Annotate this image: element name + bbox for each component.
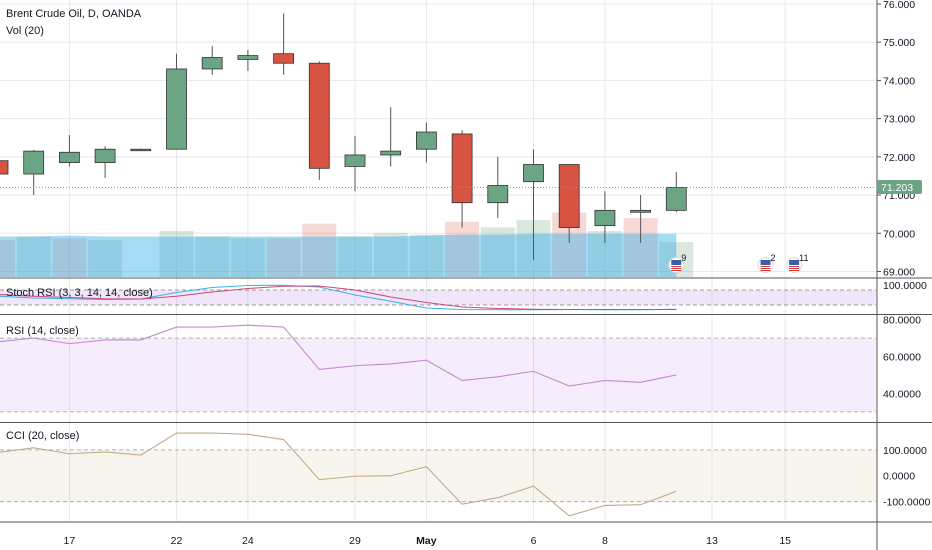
candle-body[interactable]: [308, 62, 330, 169]
flag-event-icon[interactable]: 11: [786, 253, 809, 273]
rsi-y-tick-label: 80.0000: [883, 315, 921, 327]
candle-body[interactable]: [594, 209, 616, 227]
x-tick-label: 6: [531, 535, 537, 547]
price-y-tick-label: 73.000: [883, 114, 915, 126]
flag-stripe: [671, 270, 682, 271]
candle-body[interactable]: [630, 209, 651, 213]
price-candles[interactable]: [0, 13, 687, 261]
last-price-badge: [877, 180, 922, 194]
candle-body[interactable]: [273, 53, 295, 64]
flag-stripe: [671, 266, 682, 267]
x-tick-label: 22: [171, 535, 183, 547]
volume-bar: [230, 238, 265, 277]
rsi-band: [0, 338, 876, 412]
candle-body[interactable]: [558, 164, 580, 228]
volume-bar: [0, 240, 15, 277]
volume-bar: [88, 240, 123, 277]
candle-body[interactable]: [487, 185, 509, 204]
rsi-y-tick-label: 40.0000: [883, 388, 921, 400]
volume-bar: [16, 236, 51, 277]
volume-bar: [480, 227, 515, 277]
event-count-label: 2: [771, 253, 776, 263]
price-y-tick-label: 72.000: [883, 152, 915, 164]
flag-canton: [789, 260, 800, 265]
candle-body[interactable]: [665, 187, 687, 211]
candle-body[interactable]: [23, 150, 45, 175]
x-tick-label: 24: [242, 535, 254, 547]
stoch-y-tick-label: 100.0000: [883, 280, 927, 292]
rsi-y-tick-label: 60.0000: [883, 352, 921, 364]
cci-y-tick-label: 100.0000: [883, 445, 927, 457]
x-tick-label: 13: [706, 535, 718, 547]
x-tick-label: 15: [779, 535, 791, 547]
candle-body[interactable]: [201, 57, 223, 70]
candle-body[interactable]: [415, 131, 437, 150]
x-tick-label: 17: [64, 535, 76, 547]
flag-canton: [760, 260, 771, 265]
cci-title: CCI (20, close): [6, 430, 79, 442]
grid-lines: [0, 0, 876, 521]
volume-bar: [338, 236, 372, 277]
volume-bar: [302, 223, 337, 277]
x-tick-label: 8: [602, 535, 608, 547]
event-markers[interactable]: 9 2 11: [668, 253, 809, 273]
candle-body[interactable]: [380, 150, 402, 156]
volume-bar: [266, 238, 301, 277]
candle-body[interactable]: [0, 160, 9, 175]
price-y-tick-label: 70.000: [883, 228, 915, 240]
volume-bar: [409, 234, 444, 277]
flag-stripe: [671, 268, 682, 269]
volume-bar: [52, 238, 87, 277]
flag-stripe: [789, 266, 800, 267]
price-chart-title: Brent Crude Oil, D, OANDA: [6, 8, 142, 20]
flag-stripe: [760, 270, 771, 271]
indicator-bands: [0, 289, 876, 503]
volume-bar: [159, 231, 194, 277]
stoch-d-line: [0, 285, 677, 311]
cci-y-tick-label: -100.0000: [883, 497, 930, 509]
volume-bar: [195, 236, 230, 277]
last-price-label: 71.203: [881, 182, 913, 194]
candle-body[interactable]: [130, 148, 152, 152]
volume-ma-area: [0, 233, 677, 277]
x-tick-label: 29: [349, 535, 361, 547]
candle-body[interactable]: [237, 55, 259, 60]
flag-canton: [671, 260, 682, 265]
price-y-tick-label: 75.000: [883, 37, 915, 49]
rsi-line: [0, 324, 677, 387]
stoch-rsi-title: Stoch RSI (3, 3, 14, 14, close): [6, 287, 153, 299]
candle-body[interactable]: [344, 154, 366, 167]
volume-bars: [0, 212, 694, 277]
flag-stripe: [789, 270, 800, 271]
volume-bar: [373, 232, 408, 277]
candle-body[interactable]: [523, 164, 544, 183]
price-y-tick-label: 74.000: [883, 75, 915, 87]
price-y-tick-label: 69.000: [883, 267, 915, 279]
flag-stripe: [760, 268, 771, 269]
cci-y-tick-label: 0.0000: [883, 471, 915, 483]
event-count-label: 11: [799, 253, 808, 263]
cci-band: [0, 449, 876, 502]
flag-event-icon[interactable]: 2: [757, 253, 776, 273]
candle-body[interactable]: [94, 148, 116, 163]
rsi-title: RSI (14, close): [6, 325, 79, 337]
candle-body[interactable]: [59, 151, 80, 163]
candle-body[interactable]: [166, 68, 187, 150]
price-y-tick-label: 76.000: [883, 0, 915, 11]
indicator-lines: [0, 186, 876, 517]
volume-title: Vol (20): [6, 25, 44, 37]
stoch-band: [0, 290, 876, 305]
event-count-label: 9: [681, 253, 686, 263]
flag-stripe: [760, 266, 771, 267]
cci-line: [0, 432, 677, 517]
x-tick-label: May: [416, 535, 437, 547]
volume-bar: [445, 221, 480, 277]
flag-event-icon[interactable]: 9: [668, 253, 687, 273]
flag-stripe: [789, 268, 800, 269]
candle-body[interactable]: [451, 133, 473, 204]
